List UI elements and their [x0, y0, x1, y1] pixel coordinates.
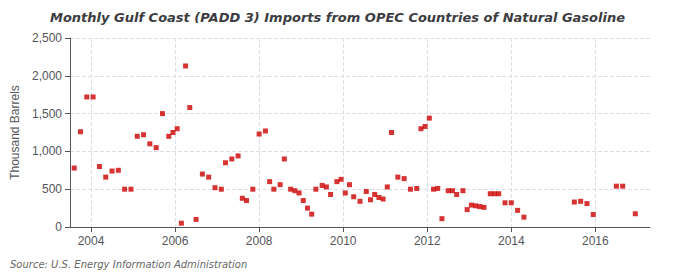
- svg-text:2006: 2006: [162, 234, 189, 248]
- svg-text:2,000: 2,000: [32, 69, 62, 83]
- svg-text:Source: U.S. Energy Informatio: Source: U.S. Energy Information Administ…: [10, 259, 247, 270]
- svg-text:2016: 2016: [582, 234, 609, 248]
- svg-text:2014: 2014: [498, 234, 525, 248]
- svg-text:500: 500: [42, 182, 62, 196]
- svg-text:Monthly Gulf Coast (PADD 3) Im: Monthly Gulf Coast (PADD 3) Imports from…: [50, 10, 625, 25]
- svg-text:2004: 2004: [78, 234, 105, 248]
- svg-text:2008: 2008: [246, 234, 273, 248]
- svg-text:0: 0: [55, 220, 62, 234]
- svg-text:Thousand Barrels: Thousand Barrels: [8, 85, 22, 180]
- svg-text:1,500: 1,500: [32, 107, 62, 121]
- svg-text:2010: 2010: [330, 234, 357, 248]
- svg-text:1,000: 1,000: [32, 144, 62, 158]
- svg-text:2012: 2012: [414, 234, 441, 248]
- svg-text:2,500: 2,500: [32, 31, 62, 45]
